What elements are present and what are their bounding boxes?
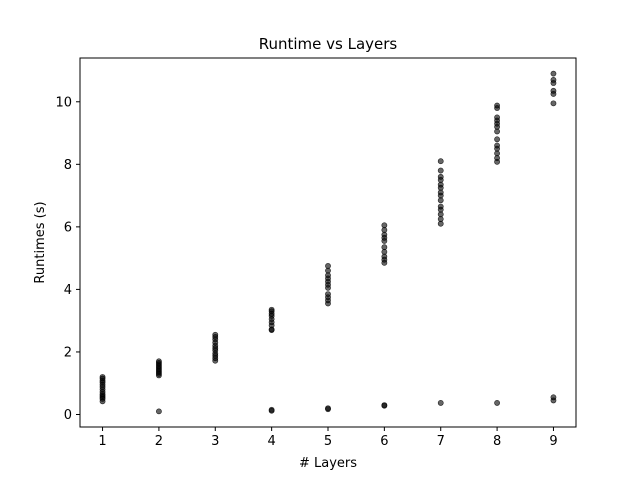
y-tick-label: 10 [55, 95, 72, 110]
data-point [99, 374, 106, 380]
x-axis-label: # Layers [299, 456, 357, 471]
x-tick-label: 9 [549, 434, 557, 449]
x-tick-label: 2 [155, 434, 163, 449]
data-point [494, 400, 500, 406]
y-tick-label: 0 [64, 408, 72, 423]
data-point [550, 76, 557, 83]
data-point [156, 408, 162, 415]
data-point [550, 70, 557, 77]
data-point [381, 222, 388, 229]
data-point [550, 394, 557, 401]
data-point [325, 291, 331, 297]
plot-frame [79, 57, 577, 428]
data-point [325, 263, 331, 269]
chart-title: Runtime vs Layers [259, 35, 398, 53]
data-point [156, 358, 162, 365]
data-point [268, 406, 275, 413]
data-point [381, 402, 388, 409]
x-tick-label: 6 [380, 434, 388, 449]
data-point [212, 331, 219, 338]
data-point [437, 173, 444, 180]
data-point [494, 136, 500, 143]
data-points [99, 70, 557, 415]
x-tick-label: 5 [324, 434, 332, 449]
axis-ticks: 1 2 3 4 5 6 7 8 9 0 2 4 6 8 10 [55, 95, 557, 449]
x-tick-label: 8 [493, 434, 501, 449]
y-tick-label: 4 [64, 283, 72, 298]
data-point [494, 142, 500, 149]
data-point [325, 405, 331, 412]
x-tick-label: 4 [267, 434, 275, 449]
data-point [550, 87, 557, 94]
data-point [494, 102, 500, 109]
y-axis-label: Runtimes (s) [33, 201, 48, 283]
data-point [494, 114, 500, 121]
data-point [268, 306, 275, 313]
data-point [437, 167, 444, 174]
x-tick-label: 7 [437, 434, 445, 449]
data-point [381, 244, 388, 251]
y-tick-label: 6 [64, 220, 72, 235]
y-tick-label: 2 [64, 345, 72, 360]
data-point [437, 203, 444, 210]
y-tick-label: 8 [64, 158, 72, 173]
data-point [437, 400, 444, 406]
data-point [437, 158, 444, 165]
x-tick-label: 3 [211, 434, 219, 449]
data-point [550, 100, 557, 107]
x-tick-label: 1 [98, 434, 106, 449]
